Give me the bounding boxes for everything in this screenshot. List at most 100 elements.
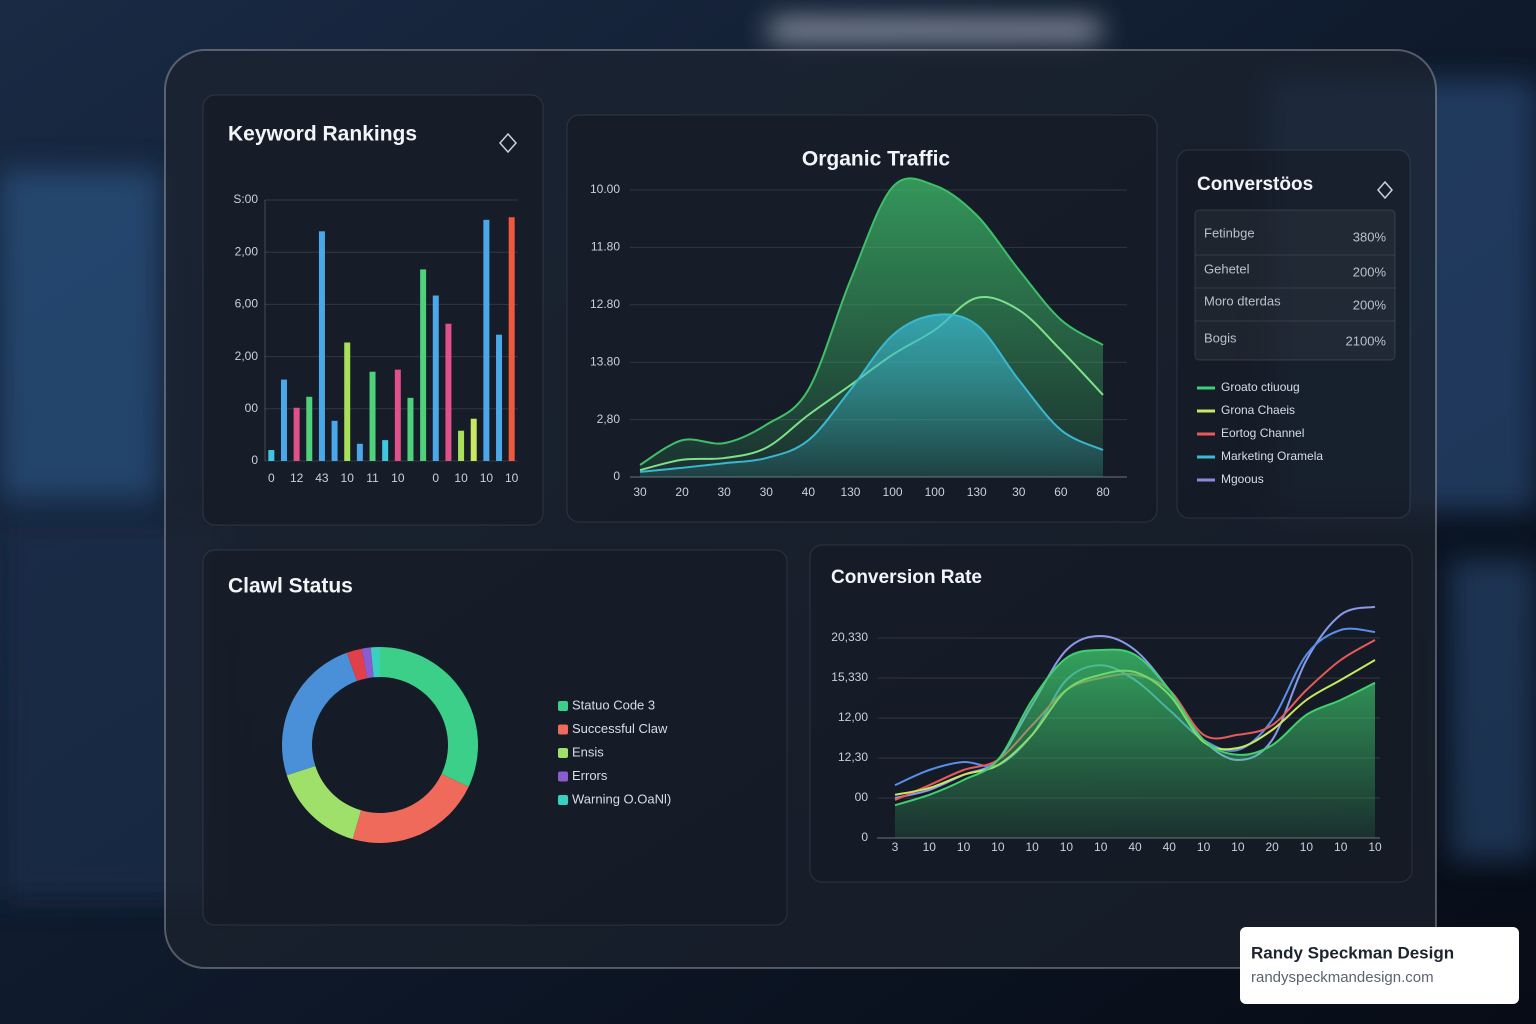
bar — [420, 269, 427, 461]
y-tick-label: 00 — [245, 401, 259, 415]
y-tick-label: 0 — [861, 830, 868, 844]
bar — [369, 371, 376, 461]
legend-label: Mgoous — [1221, 472, 1264, 486]
pie-segment — [361, 647, 374, 679]
bar — [458, 430, 465, 461]
bar — [293, 407, 300, 461]
y-tick-label: 2,00 — [235, 349, 259, 363]
table-box — [1194, 209, 1396, 361]
y-tick-label: 12,30 — [838, 750, 868, 764]
watermark-box — [1240, 927, 1519, 1004]
x-tick-label: 12 — [290, 471, 304, 485]
line — [639, 313, 1104, 473]
legend-label: Errors — [572, 768, 608, 783]
x-tick-label: 30 — [760, 485, 774, 499]
area — [640, 314, 1103, 477]
x-tick-label: 11 — [366, 471, 379, 485]
x-tick-label: 30 — [718, 485, 732, 499]
pie-segment — [370, 647, 380, 678]
bar — [496, 334, 503, 461]
table-cell: 200% — [1353, 297, 1387, 312]
legend-label: Ensis — [572, 744, 604, 759]
chart-title: Conversion Rate — [831, 567, 982, 588]
legend-label: Successful Claw — [572, 721, 668, 736]
chart-title: Keyword Rankings — [228, 123, 417, 146]
bar — [394, 369, 401, 461]
pie-segment — [281, 652, 357, 776]
line — [894, 648, 1376, 807]
bar — [268, 450, 275, 461]
legend-swatch — [558, 795, 568, 805]
table-cell: Moro dterdas — [1204, 293, 1281, 308]
x-tick-label: 43 — [315, 471, 329, 485]
x-tick-label: 10 — [1025, 840, 1039, 854]
bar — [382, 440, 389, 461]
x-tick-label: 10 — [957, 840, 971, 854]
bar — [306, 396, 313, 461]
pie-segment — [346, 648, 368, 682]
x-tick-label: 40 — [802, 485, 816, 499]
table-cell: Bogis — [1204, 330, 1237, 345]
x-tick-label: 10 — [1197, 840, 1211, 854]
y-tick-label: 0 — [251, 453, 258, 467]
panel-icon[interactable] — [1377, 180, 1393, 200]
x-tick-label: 3 — [892, 840, 899, 854]
x-tick-label: 10 — [1094, 840, 1108, 854]
legend-label: Statuo Code 3 — [572, 697, 655, 712]
x-tick-label: 80 — [1096, 485, 1110, 499]
x-tick-label: 100 — [925, 485, 945, 499]
bar — [356, 443, 363, 461]
watermark-name: Randy Speckman Design — [1251, 943, 1454, 962]
y-tick-label: 15,330 — [831, 670, 868, 684]
x-tick-label: 60 — [1054, 485, 1068, 499]
table-cell: 2100% — [1346, 333, 1387, 348]
x-tick-label: 10 — [923, 840, 937, 854]
line — [639, 177, 1104, 466]
x-tick-label: 10 — [1300, 840, 1314, 854]
watermark-url: randyspeckmandesign.com — [1251, 969, 1434, 986]
table-cell: Fetinbge — [1204, 225, 1255, 240]
y-tick-label: 2,00 — [235, 244, 259, 258]
panel — [1176, 149, 1411, 519]
x-tick-label: 130 — [967, 485, 987, 499]
y-tick-label: 20,330 — [831, 630, 868, 644]
legend-label: Warning O.OaNl) — [572, 791, 671, 806]
y-tick-label: 00 — [855, 790, 869, 804]
pie-segment — [380, 647, 478, 787]
legend-swatch — [558, 771, 568, 782]
chart-title: Clawl Status — [228, 575, 353, 598]
bar — [483, 219, 490, 461]
y-tick-label: 13.80 — [590, 354, 620, 368]
bar — [445, 323, 452, 461]
x-tick-label: 10 — [341, 471, 355, 485]
y-tick-label: 12.80 — [590, 297, 620, 311]
x-tick-label: 40 — [1163, 840, 1177, 854]
y-tick-label: 0 — [613, 469, 620, 483]
x-tick-label: 10 — [454, 471, 468, 485]
table-cell: 200% — [1353, 264, 1387, 279]
y-tick-label: S:00 — [233, 192, 258, 206]
legend-swatch — [558, 748, 568, 758]
x-tick-label: 10 — [1060, 840, 1074, 854]
x-tick-label: 10 — [480, 471, 494, 485]
legend-swatch — [558, 701, 568, 711]
pie-segment — [352, 773, 469, 843]
legend-label: Marketing Oramela — [1221, 449, 1323, 463]
x-tick-label: 0 — [268, 471, 275, 485]
panel-title: Converstöos — [1197, 174, 1313, 195]
x-tick-label: 10 — [391, 471, 405, 485]
x-tick-label: 130 — [840, 485, 860, 499]
panel-icon[interactable] — [498, 132, 518, 154]
bar — [407, 397, 414, 461]
table-cell: 380% — [1353, 229, 1387, 244]
bar — [280, 379, 287, 461]
y-tick-label: 6,00 — [235, 297, 259, 311]
area — [895, 649, 1375, 838]
table-cell: Gehetel — [1204, 261, 1250, 276]
y-tick-label: 12,00 — [838, 710, 868, 724]
y-tick-label: 10.00 — [590, 182, 620, 196]
panel — [202, 94, 544, 526]
chart-title: Organic Traffic — [802, 148, 951, 171]
legend-label: Eortog Channel — [1221, 426, 1304, 440]
